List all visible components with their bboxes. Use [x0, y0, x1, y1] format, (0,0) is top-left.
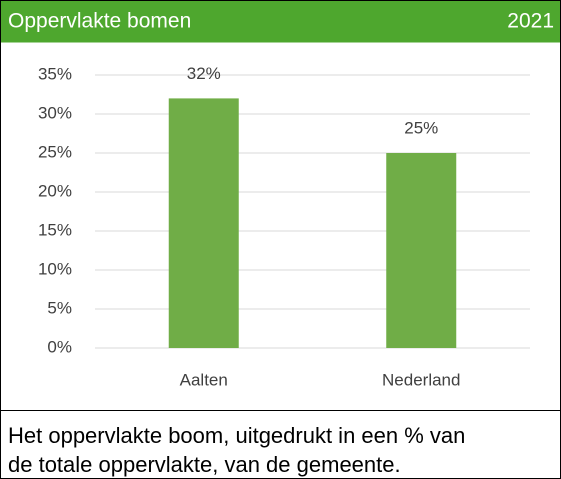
data-label: 25% — [404, 118, 438, 137]
x-tick-label: Nederland — [382, 370, 460, 389]
caption-line: Het oppervlakte boom, uitgedrukt in een … — [8, 423, 465, 448]
y-tick-label: 20% — [38, 181, 72, 200]
y-tick-label: 10% — [38, 259, 72, 278]
y-tick-label: 25% — [38, 142, 72, 161]
y-tick-label: 35% — [38, 64, 72, 83]
data-label: 32% — [187, 64, 221, 83]
y-tick-label: 0% — [47, 337, 72, 356]
y-tick-label: 30% — [38, 103, 72, 122]
caption-line: de totale oppervlakte, van de gemeente. — [8, 452, 401, 477]
y-tick-label: 15% — [38, 220, 72, 239]
bar — [168, 98, 239, 349]
y-tick-label: 5% — [47, 298, 72, 317]
chart-subtitle: 2021 — [507, 10, 554, 33]
chart-title: Oppervlakte bomen — [8, 10, 191, 33]
bar — [386, 153, 457, 348]
header-bar — [0, 0, 561, 43]
x-tick-label: Aalten — [180, 370, 228, 389]
